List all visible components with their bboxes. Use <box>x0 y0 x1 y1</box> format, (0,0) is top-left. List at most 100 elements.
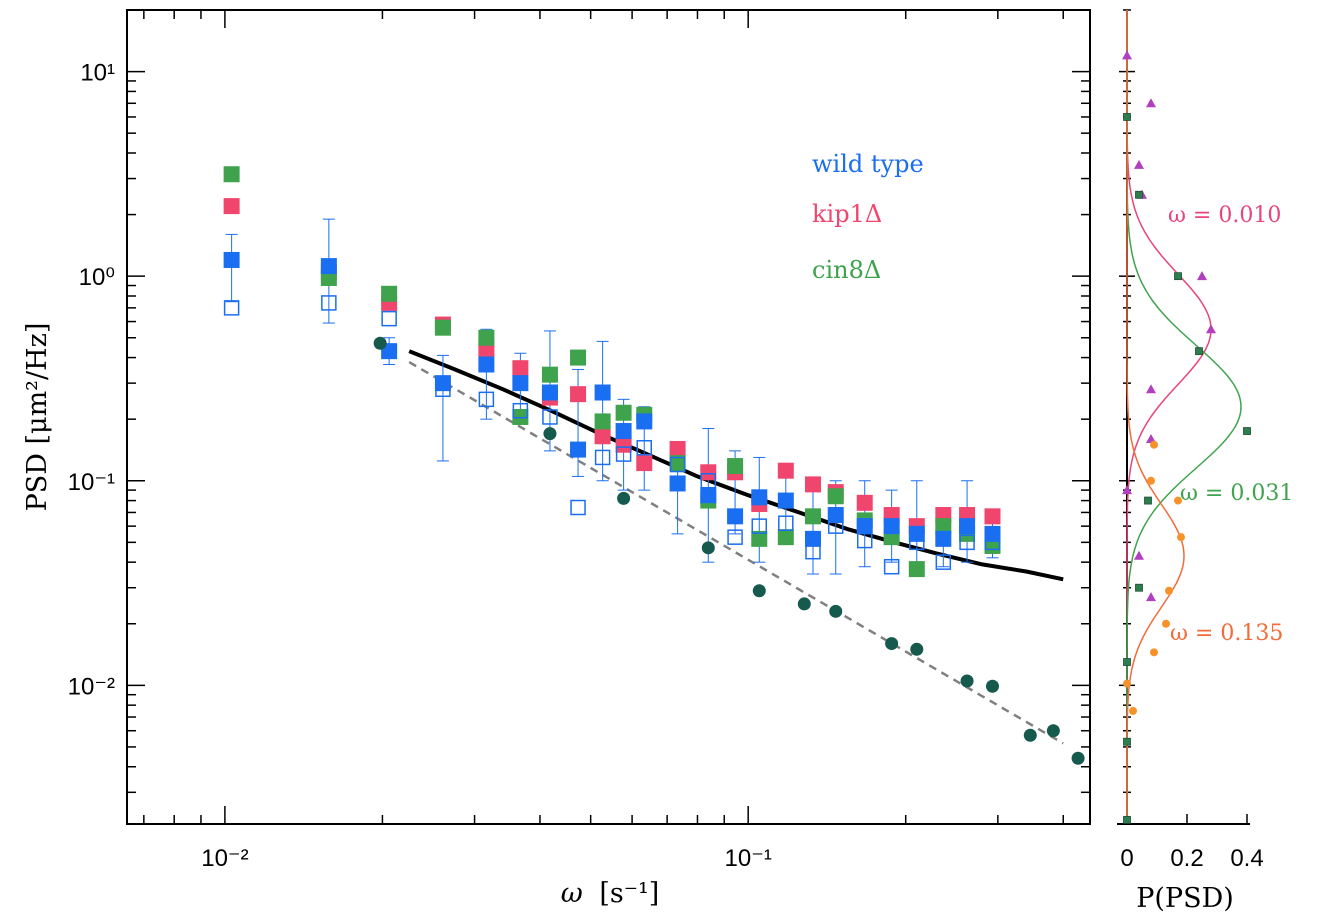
point-open-squares <box>827 518 844 534</box>
main-plot-frame <box>126 9 1091 825</box>
point-kip1 <box>594 428 611 445</box>
side-point-0-010 <box>1134 159 1144 169</box>
point-wild-type <box>594 384 611 401</box>
point-cin8 <box>727 458 744 475</box>
side-point-0-010 <box>1146 98 1156 108</box>
point-cin8 <box>777 529 794 546</box>
side-x-axis-label: P(PSD) <box>1136 883 1234 914</box>
point-wild-type <box>636 413 653 430</box>
point-wild-type <box>856 518 873 535</box>
point-kip1 <box>984 508 1001 525</box>
y-tick-label: 10⁻¹ <box>68 469 115 496</box>
curve-0-031 <box>1126 10 1242 823</box>
point-cin8 <box>827 488 844 505</box>
point-kip1 <box>512 360 529 377</box>
point-cin8 <box>478 329 495 346</box>
curve-0-010 <box>1126 10 1212 823</box>
point-cin8 <box>908 561 925 578</box>
main-ticks <box>127 9 1090 824</box>
point-cin8 <box>594 413 611 430</box>
distribution-points <box>1122 50 1251 824</box>
point-wild-type <box>804 530 821 547</box>
point-dark-circles <box>960 674 974 688</box>
data-points <box>223 166 1085 765</box>
side-tick-labels: 0 0.2 0.4 <box>1120 845 1263 872</box>
omega-annotation-0031: ω = 0.031 <box>1180 481 1293 506</box>
main-plot: 10⁻² 10⁻¹ 10¹ 10⁰ 10⁻¹ 10⁻² PSD [μm²/Hz] ω [s… <box>22 9 1091 909</box>
point-wild-type <box>434 375 451 392</box>
point-wild-type <box>478 356 495 373</box>
side-point-0-031 <box>1174 272 1182 281</box>
side-x-tick-label: 0 <box>1120 845 1133 872</box>
point-open-squares <box>435 381 451 398</box>
point-cin8 <box>751 530 768 547</box>
point-dark-circles <box>373 336 387 350</box>
point-open-squares <box>778 515 794 531</box>
point-wild-type <box>512 375 529 392</box>
point-open-squares <box>478 391 495 408</box>
side-point-0-031 <box>1135 583 1143 592</box>
side-plot: 0 0.2 0.4 P(PSD) ω = 0.010 ω = 0.031 ω = 0… <box>1117 9 1293 914</box>
point-wild-type <box>908 525 925 542</box>
point-cin8 <box>570 349 587 366</box>
x-tick-label: 10⁻² <box>201 845 248 872</box>
point-dark-circles <box>701 541 715 555</box>
side-point-0-031 <box>1195 347 1203 356</box>
point-open-squares <box>321 295 337 311</box>
point-dark-circles <box>885 637 899 651</box>
point-wild-type <box>727 508 744 525</box>
point-open-squares <box>751 518 768 534</box>
distribution-curves <box>1126 10 1242 823</box>
point-kip1 <box>570 386 587 403</box>
tick-labels: 10⁻² 10⁻¹ 10¹ 10⁰ 10⁻¹ 10⁻² <box>68 60 772 872</box>
point-open-squares <box>594 449 611 466</box>
point-cin8 <box>615 404 632 421</box>
point-wild-type <box>959 518 976 535</box>
error-bars <box>225 218 999 575</box>
side-point-0-135 <box>1129 706 1137 715</box>
side-point-0-135 <box>1150 648 1158 657</box>
x-axis-unit: [s⁻¹] <box>599 878 659 909</box>
point-wild-type <box>984 525 1001 542</box>
point-wild-type <box>615 423 632 440</box>
point-open-squares <box>984 534 1001 551</box>
legend-entry-wild-type: wild type <box>812 150 924 178</box>
side-point-0-031 <box>1123 737 1131 746</box>
point-wild-type <box>827 507 844 524</box>
point-open-squares <box>883 558 900 575</box>
point-open-squares <box>381 310 397 327</box>
side-point-0-135 <box>1177 533 1185 542</box>
point-dark-circles <box>752 584 766 598</box>
point-cin8 <box>223 166 240 183</box>
side-point-0-010 <box>1122 485 1132 495</box>
point-wild-type <box>883 518 900 535</box>
side-point-0-010 <box>1146 433 1156 443</box>
x-tick-label: 10⁻¹ <box>725 845 772 872</box>
y-tick-label: 10⁰ <box>79 264 115 291</box>
side-point-0-010 <box>1146 384 1156 394</box>
side-point-0-031 <box>1123 113 1131 121</box>
side-point-0-135 <box>1165 586 1173 595</box>
point-open-squares <box>805 543 821 560</box>
x-axis-symbol: ω <box>561 878 583 909</box>
point-open-squares <box>223 300 240 316</box>
point-open-squares <box>909 534 925 551</box>
point-cin8 <box>541 366 558 383</box>
point-kip1 <box>804 476 821 493</box>
side-point-0-010 <box>1206 324 1216 334</box>
legend-entry-kip1: kip1Δ <box>812 200 882 228</box>
point-open-squares <box>700 473 717 489</box>
side-point-0-010 <box>1122 50 1132 60</box>
omega-annotation-0135: ω = 0.135 <box>1170 621 1283 646</box>
point-cin8 <box>669 455 686 472</box>
point-open-squares <box>959 534 975 551</box>
point-kip1 <box>777 462 794 479</box>
curve-0-135 <box>1126 10 1185 823</box>
point-dark-circles <box>1046 724 1060 738</box>
point-dark-circles <box>1023 728 1037 742</box>
point-dark-circles <box>1071 751 1085 765</box>
point-kip1 <box>615 436 632 453</box>
y-tick-label: 10¹ <box>80 60 115 87</box>
point-kip1 <box>700 464 717 481</box>
side-x-tick-label: 0.2 <box>1170 845 1203 872</box>
